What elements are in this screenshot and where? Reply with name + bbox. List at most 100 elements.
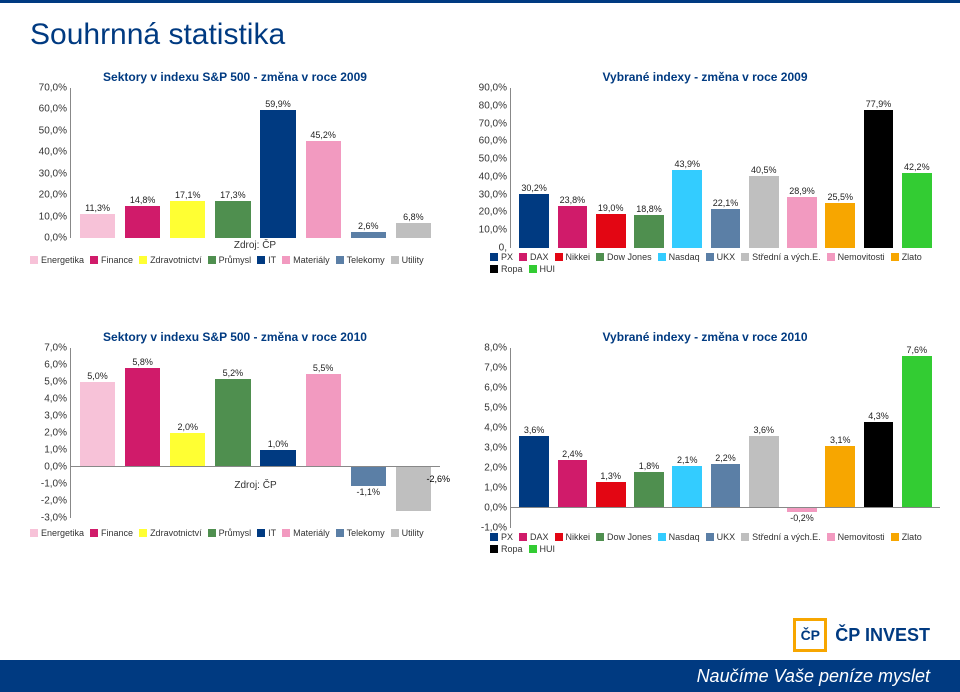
legend-label: Dow Jones	[607, 252, 652, 262]
bar-nemovitosti: 28,9%	[783, 88, 821, 248]
legend-item: Energetika	[30, 255, 84, 265]
legend-label: Zlato	[902, 252, 922, 262]
y-tick: -1,0%	[41, 479, 71, 490]
legend-label: DAX	[530, 252, 549, 262]
legend-swatch-icon	[519, 533, 527, 541]
legend-label: Nikkei	[566, 532, 591, 542]
legend-label: Telekomy	[347, 255, 385, 265]
legend-item: Dow Jones	[596, 532, 652, 542]
bar: 5,5%	[306, 374, 341, 468]
y-tick: 20,0%	[39, 190, 71, 201]
y-tick: 5,0%	[44, 377, 71, 388]
bar: 6,8%	[396, 223, 431, 238]
bar-value-label: 2,1%	[677, 455, 698, 466]
y-tick: 30,0%	[479, 189, 511, 200]
legend-item: Ropa	[490, 544, 523, 554]
chart-source: Zdroj: ČP	[70, 240, 440, 251]
legend-item: PX	[490, 252, 513, 262]
legend-swatch-icon	[208, 529, 216, 537]
y-tick: 50,0%	[479, 154, 511, 165]
bar-nasdaq: 2,1%	[668, 348, 706, 528]
legend-label: DAX	[530, 532, 549, 542]
legend-swatch-icon	[658, 533, 666, 541]
bar: 17,3%	[215, 201, 250, 238]
bar: 30,2%	[519, 194, 549, 248]
y-tick: 5,0%	[484, 403, 511, 414]
legend-swatch-icon	[282, 529, 290, 537]
bar-telekomy: -1,1%	[346, 348, 391, 518]
bar-dax: 2,4%	[553, 348, 591, 528]
chart-legend: EnergetikaFinanceZdravotnictvíPrůmyslITM…	[30, 255, 440, 265]
legend-label: UKX	[717, 532, 736, 542]
y-tick: 8,0%	[484, 343, 511, 354]
zero-line	[511, 507, 940, 508]
legend-swatch-icon	[706, 253, 714, 261]
bar: 2,4%	[558, 460, 588, 508]
bar: 2,6%	[351, 232, 386, 238]
legend-item: UKX	[706, 252, 736, 262]
bar-value-label: 6,8%	[403, 212, 424, 223]
bar: 40,5%	[749, 176, 779, 248]
legend-swatch-icon	[490, 253, 498, 261]
legend-item: Zlato	[891, 532, 922, 542]
bar-value-label: -1,1%	[357, 486, 381, 498]
bar: 25,5%	[825, 203, 855, 248]
chart-idx-2009: Vybrané indexy - změna v roce 2009 30,2%…	[470, 70, 940, 274]
legend-item: Materiály	[282, 528, 330, 538]
legend-item: Nasdaq	[658, 532, 700, 542]
legend-swatch-icon	[90, 529, 98, 537]
bar-finance: 14,8%	[120, 88, 165, 238]
legend-label: Energetika	[41, 528, 84, 538]
y-tick: 80,0%	[479, 100, 511, 111]
bar-value-label: 5,5%	[313, 363, 334, 374]
y-tick: 3,0%	[44, 411, 71, 422]
y-tick: 70,0%	[39, 83, 71, 94]
legend-label: Finance	[101, 255, 133, 265]
bar-it: 1,0%	[256, 348, 301, 518]
bar-dax: 23,8%	[553, 88, 591, 248]
bar-dow-jones: 1,8%	[630, 348, 668, 528]
bar-value-label: 22,1%	[713, 198, 739, 209]
legend-swatch-icon	[139, 529, 147, 537]
y-tick: 20,0%	[479, 207, 511, 218]
bar-value-label: 45,2%	[310, 130, 336, 141]
legend-swatch-icon	[596, 533, 604, 541]
legend-label: Energetika	[41, 255, 84, 265]
y-tick: 1,0%	[44, 445, 71, 456]
bar-value-label: 2,6%	[358, 221, 379, 232]
bar-px: 30,2%	[515, 88, 553, 248]
legend-label: Nasdaq	[669, 532, 700, 542]
legend-item: Střední a vých.E.	[741, 252, 821, 262]
y-tick: 60,0%	[39, 104, 71, 115]
legend-item: IT	[257, 255, 276, 265]
legend-swatch-icon	[30, 256, 38, 264]
legend-label: HUI	[540, 264, 556, 274]
bar-value-label: 18,8%	[636, 204, 662, 215]
bar-pr-mysl: 5,2%	[210, 348, 255, 518]
bar: 45,2%	[306, 141, 341, 238]
legend-swatch-icon	[208, 256, 216, 264]
legend-swatch-icon	[741, 533, 749, 541]
bar-ukx: 2,2%	[706, 348, 744, 528]
bar-value-label: 17,1%	[175, 190, 201, 201]
bar: 2,2%	[711, 464, 741, 508]
legend-label: Materiály	[293, 255, 330, 265]
y-tick: 7,0%	[44, 343, 71, 354]
bar: 43,9%	[672, 170, 702, 248]
bar: 7,6%	[902, 356, 932, 508]
legend-label: Střední a vých.E.	[752, 532, 821, 542]
y-tick: 6,0%	[484, 383, 511, 394]
bar-utility	[391, 348, 436, 518]
legend-swatch-icon	[90, 256, 98, 264]
legend-swatch-icon	[658, 253, 666, 261]
y-tick: -1,0%	[481, 523, 511, 534]
bar: 1,0%	[260, 450, 295, 467]
bar-ukx: 22,1%	[706, 88, 744, 248]
bar: 59,9%	[260, 110, 295, 238]
bar: 14,8%	[125, 206, 160, 238]
legend-label: Telekomy	[347, 528, 385, 538]
legend-item: Finance	[90, 255, 133, 265]
legend-label: Materiály	[293, 528, 330, 538]
legend-item: Utility	[391, 528, 424, 538]
legend-label: Utility	[402, 528, 424, 538]
